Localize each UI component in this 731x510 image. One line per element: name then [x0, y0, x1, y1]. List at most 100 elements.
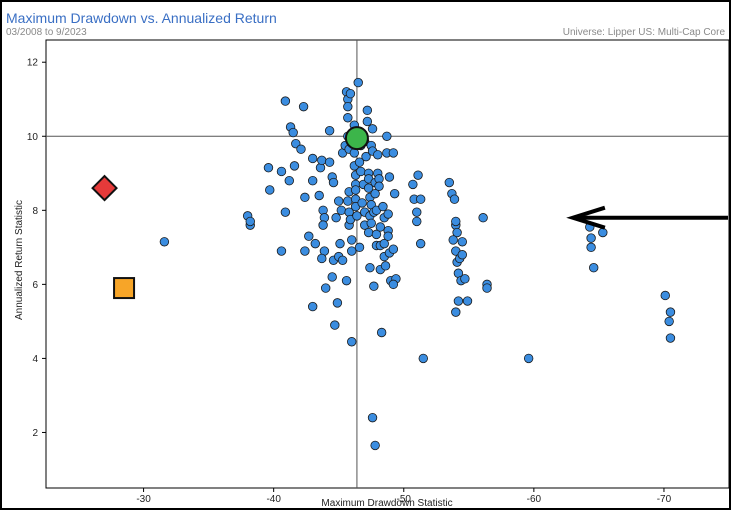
data-point: [245, 216, 255, 227]
annotation-arrow: [566, 205, 728, 230]
data-point: [265, 185, 275, 195]
data-point: [347, 235, 357, 245]
chart-universe: Universe: Lipper US: Multi-Cap Core: [562, 27, 725, 38]
data-point: [276, 246, 287, 256]
data-point: [370, 440, 380, 451]
data-point: [335, 238, 345, 249]
data-point: [383, 231, 393, 241]
data-point: [388, 148, 399, 158]
axis-ticks: -30 -40 -50 -60 -70 2 4 6 8 10 12: [27, 58, 672, 505]
data-point: [347, 337, 357, 347]
x-tick-label: -70: [657, 494, 672, 505]
data-point: [413, 170, 423, 180]
data-point: [350, 185, 361, 195]
special-markers: [91, 126, 369, 300]
data-point: [345, 88, 356, 99]
data-point: [343, 101, 353, 112]
data-point: [310, 238, 320, 249]
data-point: [330, 320, 340, 330]
data-point: [331, 213, 341, 223]
data-point: [276, 166, 287, 177]
data-point: [451, 216, 461, 227]
data-point: [354, 242, 365, 253]
data-point: [343, 196, 353, 206]
y-tick-label: 8: [32, 206, 38, 217]
data-point: [352, 211, 362, 221]
data-point: [453, 296, 464, 306]
data-point: [327, 272, 337, 282]
data-point: [332, 298, 343, 308]
data-point: [288, 127, 298, 138]
data-point: [343, 113, 353, 123]
chart-title: Maximum Drawdown vs. Annualized Return: [6, 10, 277, 26]
data-point: [586, 242, 596, 253]
data-point: [300, 192, 310, 203]
data-point: [357, 198, 367, 208]
data-point: [307, 175, 318, 186]
data-point: [324, 157, 335, 167]
data-point: [336, 205, 347, 216]
data-point: [300, 246, 310, 256]
data-point: [347, 246, 357, 256]
y-tick-label: 12: [27, 58, 39, 69]
x-tick-label: -50: [397, 494, 412, 505]
data-point: [412, 207, 422, 217]
data-point: [444, 177, 454, 188]
data-point: [418, 353, 428, 364]
data-point: [415, 194, 426, 204]
y-tick-label: 10: [27, 132, 39, 143]
diamond-marker: [91, 174, 118, 202]
data-point: [367, 124, 378, 134]
x-tick-label: -30: [136, 494, 151, 505]
data-point: [296, 144, 306, 154]
data-point: [376, 327, 387, 338]
x-axis-title: Maximum Drawdown Statistic: [321, 498, 452, 509]
data-point: [482, 283, 492, 293]
highlight-circle-marker: [344, 126, 369, 151]
data-point: [369, 281, 379, 291]
data-point: [457, 237, 468, 247]
data-point: [382, 131, 392, 141]
data-point: [298, 101, 309, 112]
data-point: [317, 253, 327, 264]
x-tick-label: -40: [266, 494, 281, 505]
data-point: [363, 227, 374, 238]
data-point: [353, 77, 363, 88]
y-tick-label: 2: [32, 428, 38, 439]
data-point: [370, 188, 380, 199]
data-point: [451, 307, 461, 317]
data-point: [384, 172, 395, 182]
data-point: [263, 163, 274, 173]
data-point: [664, 316, 674, 327]
data-point: [375, 222, 386, 232]
data-point: [374, 181, 384, 191]
data-point: [589, 263, 599, 273]
data-point: [665, 333, 676, 343]
x-tick-label: -60: [527, 494, 542, 505]
data-point: [448, 235, 458, 245]
data-point: [337, 255, 348, 265]
data-point: [356, 166, 366, 177]
data-point: [452, 227, 462, 238]
data-point: [366, 218, 376, 228]
data-point: [378, 201, 388, 212]
data-point: [523, 353, 534, 364]
data-point: [598, 227, 608, 238]
data-point: [284, 175, 294, 186]
data-point: [363, 183, 374, 193]
data-point: [371, 229, 382, 240]
data-point: [280, 96, 291, 106]
data-point: [660, 290, 670, 301]
data-point: [373, 150, 383, 160]
data-point: [362, 116, 373, 127]
y-axis-title: Annualized Return Statistic: [14, 200, 25, 320]
y-tick-label: 6: [32, 280, 38, 291]
data-point: [324, 126, 335, 136]
data-point: [462, 296, 473, 306]
data-point: [478, 213, 488, 223]
data-point: [314, 190, 324, 201]
data-point: [307, 301, 318, 312]
data-point: [304, 231, 314, 241]
square-marker: [113, 277, 136, 300]
